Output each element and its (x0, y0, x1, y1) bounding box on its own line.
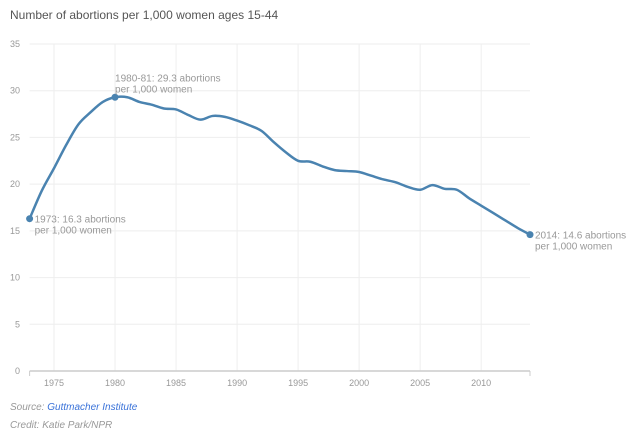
x-tick-label: 2000 (349, 378, 369, 388)
annotation-line1: 1980-81: 29.3 abortions (115, 73, 221, 84)
x-tick-label: 2005 (410, 378, 430, 388)
y-tick-label: 30 (10, 86, 20, 96)
annotation-line2: per 1,000 women (535, 242, 612, 253)
annotation-line2: per 1,000 women (115, 84, 192, 95)
x-tick-label: 1985 (166, 378, 186, 388)
annotation-line2: per 1,000 women (35, 226, 112, 237)
annotation-point (111, 93, 119, 101)
x-tick-label: 1995 (288, 378, 308, 388)
x-tick-label: 1975 (44, 378, 64, 388)
y-tick-label: 35 (10, 39, 20, 49)
chart-title: Number of abortions per 1,000 women ages… (10, 8, 279, 22)
x-tick-label: 2010 (471, 378, 491, 388)
y-tick-label: 10 (10, 273, 20, 283)
y-tick-label: 5 (15, 319, 20, 329)
annotation-point (26, 215, 34, 223)
y-tick-label: 20 (10, 179, 20, 189)
y-tick-label: 15 (10, 226, 20, 236)
x-tick-label: 1990 (227, 378, 247, 388)
source-link[interactable]: Guttmacher Institute (47, 402, 138, 413)
x-tick-label: 1980 (105, 378, 125, 388)
credit-note: Credit: Katie Park/NPR (10, 420, 113, 431)
line-chart: 0 5 10 15 20 25 30 35 1975 1980 1985 1990 1995 2000 20… (10, 39, 626, 388)
y-tick-label: 0 (15, 366, 20, 376)
y-tick-label: 25 (10, 132, 20, 142)
source-label: Source: (10, 402, 48, 413)
annotation-line1: 1973: 16.3 abortions (35, 215, 126, 226)
source-note: Source: Guttmacher Institute (10, 402, 137, 413)
annotation-point (526, 231, 534, 239)
annotation-line1: 2014: 14.6 abortions (535, 231, 626, 242)
